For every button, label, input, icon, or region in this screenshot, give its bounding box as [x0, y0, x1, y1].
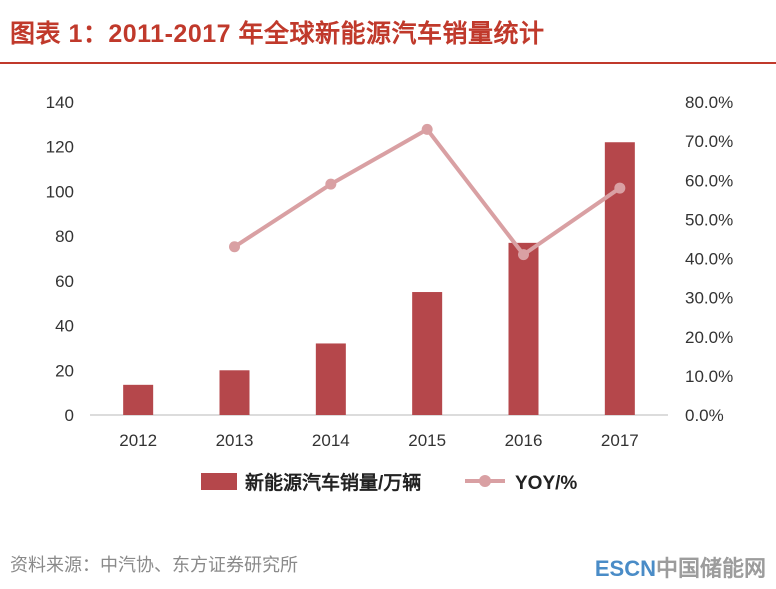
bar-2012 — [123, 384, 154, 415]
bar-2016 — [508, 242, 539, 415]
right-tick-label: 80.0% — [685, 93, 733, 112]
right-tick-label: 50.0% — [685, 210, 733, 229]
left-axis-ticks: 0 20 40 60 80 100 120 140 — [46, 93, 74, 425]
x-tick-label: 2016 — [505, 431, 543, 450]
left-tick-label: 20 — [55, 361, 74, 380]
legend-line-marker — [479, 475, 491, 487]
left-tick-label: 40 — [55, 317, 74, 336]
bar-2014 — [315, 343, 346, 415]
right-tick-label: 40.0% — [685, 250, 733, 269]
x-axis-ticks: 2012 2013 2014 2015 2016 2017 — [119, 431, 638, 450]
left-tick-label: 100 — [46, 182, 74, 201]
right-tick-label: 20.0% — [685, 328, 733, 347]
title-divider — [0, 62, 776, 64]
left-tick-label: 120 — [46, 138, 74, 157]
bar-2013 — [219, 370, 250, 415]
watermark-cn: 中国储能网 — [655, 556, 766, 581]
bar-series — [123, 142, 635, 415]
left-tick-label: 60 — [55, 272, 74, 291]
watermark-latin: ESCN — [594, 556, 656, 581]
yoy-point-2013 — [229, 241, 240, 253]
left-tick-label: 80 — [55, 227, 74, 246]
yoy-point-2014 — [325, 178, 337, 190]
source-note: 资料来源：中汽协、东方证券研究所 — [10, 555, 298, 575]
left-tick-label: 140 — [46, 93, 74, 112]
right-tick-label: 70.0% — [685, 132, 733, 151]
x-tick-label: 2012 — [119, 431, 157, 450]
page-title: 图表 1：2011-2017 年全球新能源汽车销量统计 — [10, 20, 545, 48]
right-tick-label: 30.0% — [685, 289, 733, 308]
right-tick-label: 10.0% — [685, 367, 733, 386]
right-tick-label: 60.0% — [685, 171, 733, 190]
x-tick-label: 2015 — [408, 431, 446, 450]
legend-bar-label: 新能源汽车销量/万辆 — [245, 471, 421, 494]
right-tick-label: 0.0% — [685, 406, 724, 425]
yoy-point-2016 — [518, 249, 529, 261]
legend-line-label: YOY/% — [515, 473, 577, 494]
legend-bar-swatch — [201, 473, 237, 490]
bar-2015 — [412, 292, 443, 415]
yoy-point-2015 — [421, 123, 433, 135]
x-tick-label: 2013 — [216, 431, 254, 450]
x-tick-label: 2017 — [601, 431, 639, 450]
yoy-point-2017 — [614, 182, 626, 194]
x-tick-label: 2014 — [312, 431, 350, 450]
watermark-logo: ESCN中国储能网 — [595, 551, 766, 583]
yoy-line-series — [229, 123, 626, 261]
left-tick-label: 0 — [65, 406, 74, 425]
yoy-line — [232, 127, 622, 257]
legend: 新能源汽车销量/万辆 YOY/% — [201, 471, 577, 494]
right-axis-ticks: 0.0% 10.0% 20.0% 30.0% 40.0% 50.0% 60.0% 70.0% 8… — [685, 93, 733, 425]
